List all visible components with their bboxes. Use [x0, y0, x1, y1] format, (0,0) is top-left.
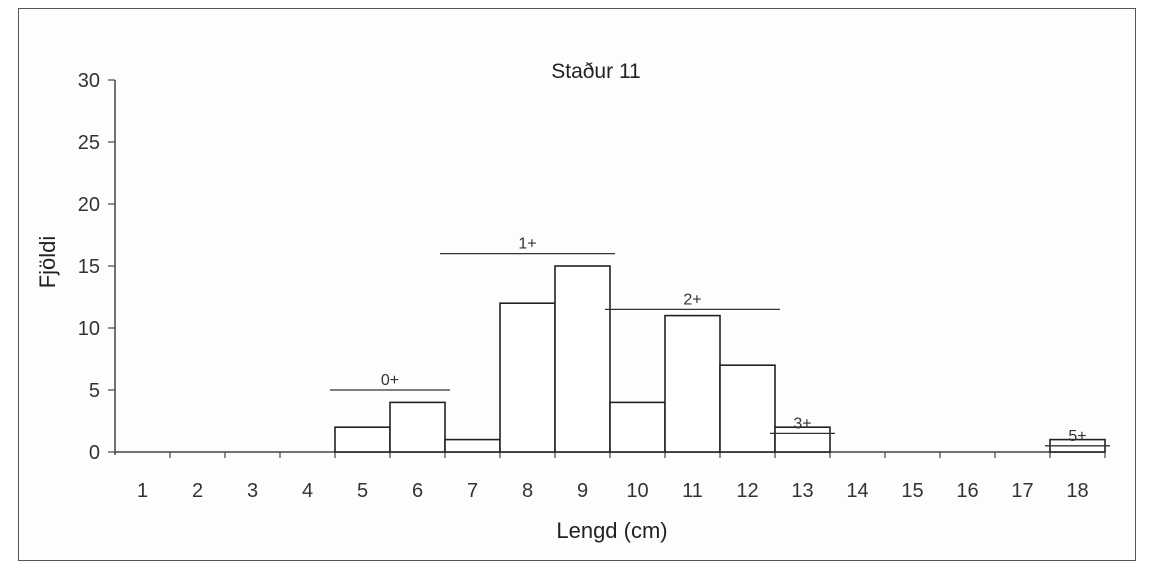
bar-9 — [554, 265, 611, 453]
age-group-label: 2+ — [683, 291, 701, 308]
x-tick-label: 3 — [247, 480, 258, 502]
bar-7 — [444, 438, 501, 453]
bar-6 — [389, 401, 446, 453]
bar-11 — [664, 314, 721, 453]
age-group-annotations: 0+ 1+ 2+ 3+ 5+ — [330, 236, 1110, 447]
x-tick-label: 15 — [901, 480, 923, 502]
bars-group — [334, 265, 1106, 453]
x-tick-label: 7 — [467, 480, 478, 502]
age-group-label: 3+ — [793, 415, 811, 432]
x-tick-label: 9 — [577, 480, 588, 502]
x-axis-title: Lengd (cm) — [556, 518, 667, 543]
y-tick-label: 0 — [89, 442, 100, 464]
age-group-label: 0+ — [381, 372, 399, 389]
x-tick-label: 1 — [137, 480, 148, 502]
chart-title: Staður 11 — [551, 60, 641, 83]
bar-13 — [774, 426, 831, 453]
y-tick-label: 30 — [78, 70, 100, 92]
age-group-label: 5+ — [1068, 428, 1086, 445]
x-tick-label: 17 — [1011, 480, 1033, 502]
x-tick-label: 12 — [736, 480, 758, 502]
x-tick-label: 10 — [626, 480, 648, 502]
x-tick-label: 2 — [192, 480, 203, 502]
y-tick-label: 15 — [78, 256, 100, 278]
age-group-label: 1+ — [518, 236, 536, 253]
x-tick-label: 13 — [791, 480, 813, 502]
x-tick-label: 6 — [412, 480, 423, 502]
y-tick-label: 5 — [89, 380, 100, 402]
y-tick-label: 10 — [78, 318, 100, 340]
x-tick-label: 8 — [522, 480, 533, 502]
x-tick-label: 5 — [357, 480, 368, 502]
y-tick-label: 20 — [78, 194, 100, 216]
bar-8 — [499, 302, 556, 453]
bar-10 — [609, 401, 666, 453]
y-axis-title: Fjöldi — [35, 236, 60, 289]
y-tick-label: 25 — [78, 132, 100, 154]
x-tick-label: 11 — [682, 480, 703, 502]
bar-5 — [334, 426, 391, 453]
x-tick-label: 18 — [1066, 480, 1088, 502]
x-tick-label: 16 — [956, 480, 978, 502]
bar-12 — [719, 364, 776, 453]
x-tick-label: 4 — [302, 480, 313, 502]
x-tick-label: 14 — [846, 480, 868, 502]
